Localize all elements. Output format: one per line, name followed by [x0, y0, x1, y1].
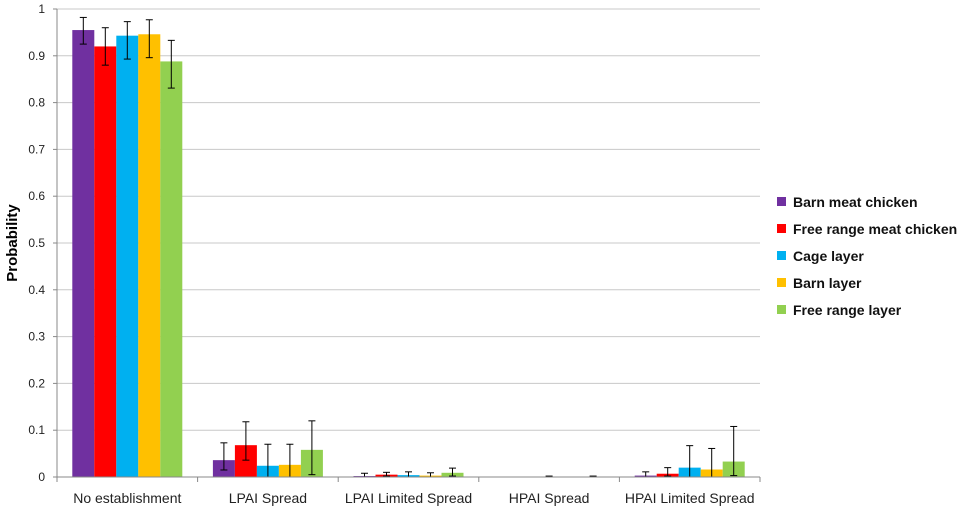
- y-tick-label: 0.2: [28, 376, 45, 390]
- legend-swatch: [777, 197, 786, 206]
- bar: [94, 46, 117, 477]
- y-axis-ticks: 0 0.1 0.2 0.3 0.4 0.5 0.6 0.7 0.8 0.9 1: [28, 2, 57, 484]
- legend-swatch: [777, 278, 786, 287]
- legend-label: Free range meat chicken: [793, 221, 957, 237]
- legend-label: Barn layer: [793, 275, 862, 291]
- legend-label: Cage layer: [793, 248, 864, 264]
- y-tick-label: 0.9: [28, 49, 45, 63]
- y-tick-label: 0.4: [28, 283, 45, 297]
- y-tick-label: 0.6: [28, 189, 45, 203]
- legend-swatch: [777, 251, 786, 260]
- y-tick-label: 0.8: [28, 96, 45, 110]
- category-label: HPAI Spread: [509, 490, 590, 506]
- category-label: LPAI Spread: [229, 490, 307, 506]
- bar: [138, 34, 161, 477]
- bar: [72, 30, 95, 478]
- legend-swatch: [777, 224, 786, 233]
- y-tick-label: 1: [38, 2, 45, 16]
- bars: [72, 30, 745, 478]
- legend-swatch: [777, 305, 786, 314]
- legend-label: Free range layer: [793, 302, 902, 318]
- y-tick-label: 0.5: [28, 236, 45, 250]
- category-label: LPAI Limited Spread: [345, 490, 472, 506]
- y-tick-label: 0.3: [28, 330, 45, 344]
- x-axis-categories: No establishment LPAI Spread LPAI Limited …: [56, 477, 761, 506]
- y-axis-label: Probability: [4, 204, 21, 282]
- legend: Barn meat chicken Free range meat chicken…: [777, 194, 957, 318]
- axes: [56, 9, 760, 478]
- category-label: HPAI Limited Spread: [625, 490, 755, 506]
- bar: [160, 61, 183, 477]
- category-label: No establishment: [73, 490, 181, 506]
- y-tick-label: 0.7: [28, 142, 45, 156]
- bar: [234, 445, 257, 477]
- legend-label: Barn meat chicken: [793, 194, 918, 210]
- y-tick-label: 0: [38, 470, 45, 484]
- bar: [116, 35, 139, 478]
- y-tick-label: 0.1: [28, 423, 45, 437]
